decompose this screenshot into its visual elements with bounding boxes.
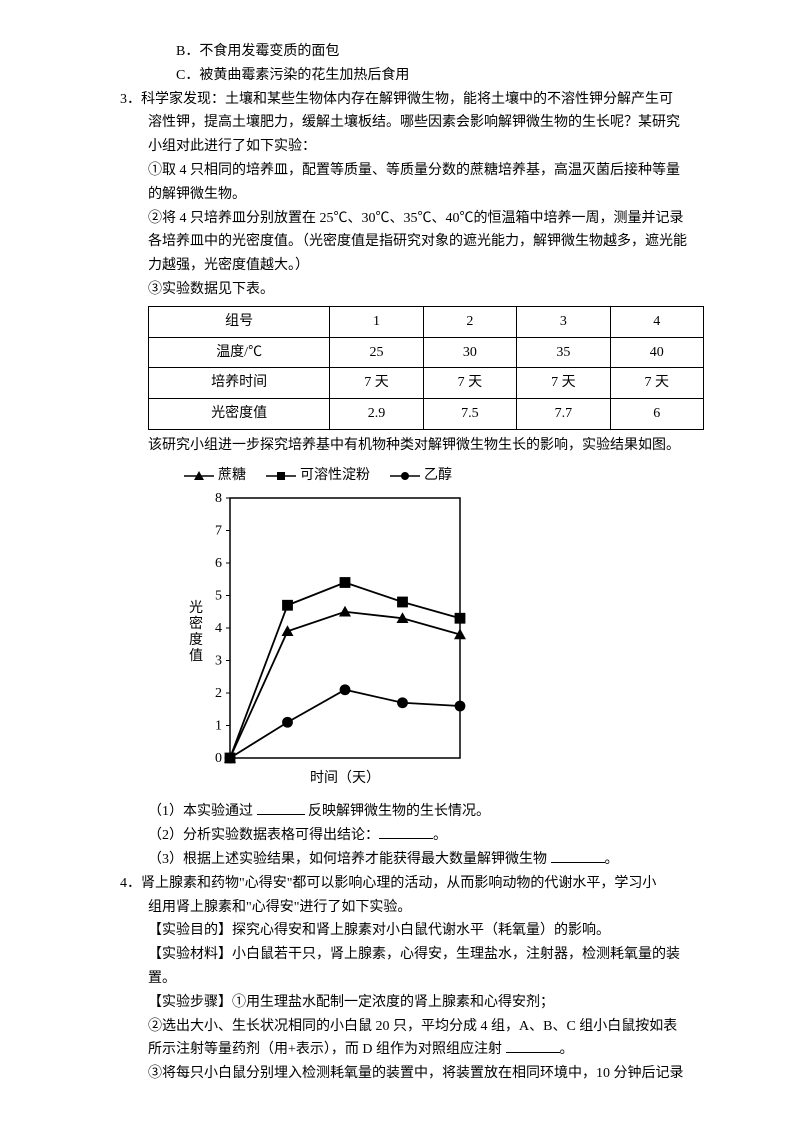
th-0: 组号 [149,306,330,337]
svg-text:8: 8 [215,491,222,506]
svg-text:密: 密 [189,615,203,632]
table-row: 温度/℃ 25 30 35 40 [149,337,704,368]
q3-step2c: 力越强，光密度值越大。） [120,254,704,278]
blank[interactable] [506,1038,560,1053]
q4-mat1: 【实验材料】小白鼠若干只，肾上腺素，心得安，生理盐水，注射器，检测耗氧量的装 [120,943,704,967]
q4-line1: 4．肾上腺素和药物"心得安"都可以影响心理的活动，从而影响动物的代谢水平，学习小 [120,872,704,896]
q3-line1: 3．科学家发现：土壤和某些生物体内存在解钾微生物，能将土壤中的不溶性钾分解产生可 [120,88,704,112]
q3-intro1: 科学家发现：土壤和某些生物体内存在解钾微生物，能将土壤中的不溶性钾分解产生可 [141,92,673,107]
q3-after-table: 该研究小组进一步探究培养基中有机物种类对解钾微生物生长的影响，实验结果如图。 [120,434,704,458]
q4-intro2: 组用肾上腺素和"心得安"进行了如下实验。 [120,896,704,920]
legend-label: 乙醇 [424,464,452,488]
svg-text:2: 2 [215,686,222,701]
q2-option-b: B．不食用发霉变质的面包 [120,40,704,64]
q3-number: 3． [120,92,141,107]
th-2: 2 [423,306,516,337]
svg-text:7: 7 [215,523,222,538]
chart-svg: 0 1 2 3 4 5 6 7 8 光密度值时间（天） [180,490,468,788]
q4-step1: 【实验步骤】①用生理盐水配制一定浓度的肾上腺素和心得安剂； [120,991,704,1015]
svg-text:1: 1 [215,718,222,733]
table-row: 培养时间 7 天 7 天 7 天 7 天 [149,368,704,399]
q4-step3: ③将每只小白鼠分别埋入检测耗氧量的装置中，将装置放在相同环境中，10 分钟后记录 [120,1062,704,1086]
q4-mat2: 置。 [120,967,704,991]
page: B．不食用发霉变质的面包 C．被黄曲霉素污染的花生加热后食用 3．科学家发现：土… [0,0,794,1126]
legend-starch: 可溶性淀粉 [266,464,370,488]
q3-sub2: （2）分析实验数据表格可得出结论：。 [120,824,704,848]
blank[interactable] [551,848,605,863]
blank[interactable] [257,800,305,815]
svg-text:光: 光 [189,600,203,616]
q3-intro3: 小组对此进行了如下实验： [120,135,704,159]
th-4: 4 [610,306,703,337]
table-row: 光密度值 2.9 7.5 7.7 6 [149,399,704,430]
q4-intro1: 肾上腺素和药物"心得安"都可以影响心理的活动，从而影响动物的代谢水平，学习小 [141,876,656,891]
q3-intro2: 溶性钾，提高土壤肥力，缓解土壤板结。哪些因素会影响解钾微生物的生长呢？某研究 [120,111,704,135]
legend-sucrose: 蔗糖 [184,464,246,488]
q3-step1b: 的解钾微生物。 [120,183,704,207]
q3-step1a: ①取 4 只相同的培养皿，配置等质量、等质量分数的蔗糖培养基，高温灭菌后接种等量 [120,159,704,183]
q4-step2b: 所示注射等量药剂（用+表示），而 D 组作为对照组应注射 。 [120,1038,704,1062]
svg-text:5: 5 [215,588,222,603]
legend-label: 蔗糖 [218,464,246,488]
svg-text:4: 4 [215,621,222,636]
q3-step3: ③实验数据见下表。 [120,278,704,302]
q3-table-wrap: 组号 1 2 3 4 温度/℃ 25 30 35 40 培养时间 7 天 7 天… [120,306,704,430]
chart-legend: 蔗糖 可溶性淀粉 乙醇 [184,464,704,488]
q2-option-c: C．被黄曲霉素污染的花生加热后食用 [120,64,704,88]
q4-step2a: ②选出大小、生长状况相同的小白鼠 20 只，平均分成 4 组，A、B、C 组小白… [120,1015,704,1039]
th-1: 1 [330,306,423,337]
legend-label: 可溶性淀粉 [300,464,370,488]
chart-plot: 0 1 2 3 4 5 6 7 8 光密度值时间（天） [180,490,704,797]
q3-sub3: （3）根据上述实验结果，如何培养才能获得最大数量解钾微生物 。 [120,848,704,872]
svg-text:度: 度 [189,632,203,648]
q4-aim: 【实验目的】探究心得安和肾上腺素对小白鼠代谢水平（耗氧量）的影响。 [120,919,704,943]
blank[interactable] [379,824,433,839]
table-row: 组号 1 2 3 4 [149,306,704,337]
svg-text:6: 6 [215,556,222,571]
svg-text:3: 3 [215,653,222,668]
svg-text:时间（天）: 时间（天） [310,770,380,786]
svg-text:0: 0 [215,751,222,766]
q3-step2b: 各培养皿中的光密度值。（光密度值是指研究对象的遮光能力，解钾微生物越多，遮光能 [120,230,704,254]
legend-ethanol: 乙醇 [390,464,452,488]
q3-table: 组号 1 2 3 4 温度/℃ 25 30 35 40 培养时间 7 天 7 天… [148,306,704,430]
q3-step2a: ②将 4 只培养皿分别放置在 25℃、30℃、35℃、40℃的恒温箱中培养一周，… [120,207,704,231]
svg-text:值: 值 [189,648,203,664]
q3-chart: 蔗糖 可溶性淀粉 乙醇 0 1 2 3 4 5 6 7 8 光密度值时间（天） [180,464,704,797]
th-3: 3 [517,306,610,337]
q3-sub1: （1）本实验通过 反映解钾微生物的生长情况。 [120,800,704,824]
q4-number: 4． [120,876,141,891]
